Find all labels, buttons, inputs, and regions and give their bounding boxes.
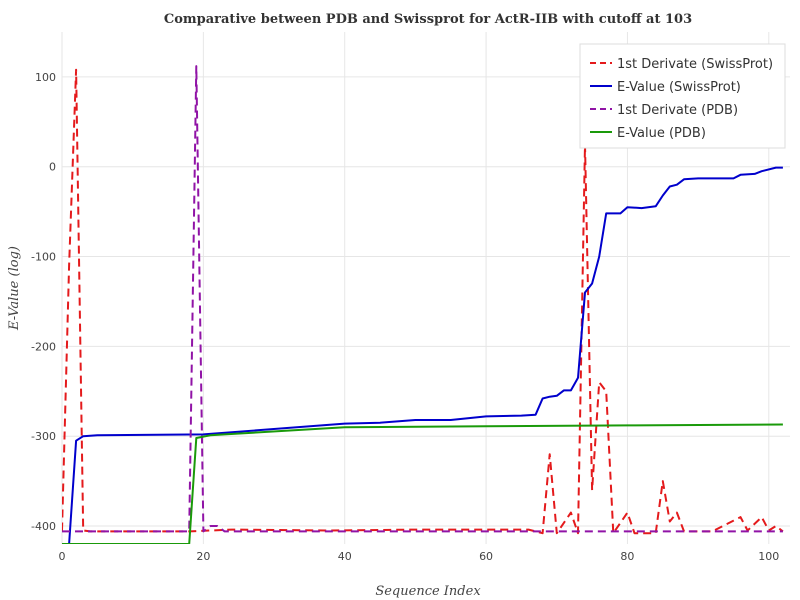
y-tick-label: 0 <box>49 161 56 174</box>
series-line-2 <box>68 166 783 544</box>
y-tick-label: -300 <box>31 430 56 443</box>
x-tick-label: 40 <box>338 550 352 563</box>
series-line-4 <box>62 423 783 544</box>
y-axis: 100 0 -100 -200 -300 -400 <box>31 71 56 533</box>
y-tick-label: -100 <box>31 251 56 264</box>
legend-entry-2: E-Value (SwissProt) <box>617 80 741 95</box>
x-axis: 0 20 40 60 80 100 <box>59 550 780 563</box>
legend-box <box>579 43 786 149</box>
legend-entry-4: E-Value (PDB) <box>617 126 706 141</box>
series-group <box>62 65 784 544</box>
grid <box>61 32 790 544</box>
y-tick-label: -400 <box>31 520 56 533</box>
x-tick-label: 100 <box>758 550 779 563</box>
y-tick-label: -200 <box>31 340 56 353</box>
legend-entry-1: 1st Derivate (SwissProt) <box>617 57 773 72</box>
x-tick-label: 0 <box>59 550 66 563</box>
x-tick-label: 60 <box>479 550 493 563</box>
series-line-3 <box>62 65 783 533</box>
x-axis-label: Sequence Index <box>375 584 481 599</box>
legend: 1st Derivate (SwissProt) E-Value (SwissPr… <box>579 43 786 149</box>
chart-title: Comparative between PDB and Swissprot fo… <box>164 12 692 27</box>
y-tick-label: 100 <box>35 71 56 84</box>
x-tick-label: 20 <box>196 550 210 563</box>
x-tick-label: 80 <box>620 550 634 563</box>
legend-entry-3: 1st Derivate (PDB) <box>617 103 738 118</box>
y-axis-label: E-Value (log) <box>7 246 22 331</box>
